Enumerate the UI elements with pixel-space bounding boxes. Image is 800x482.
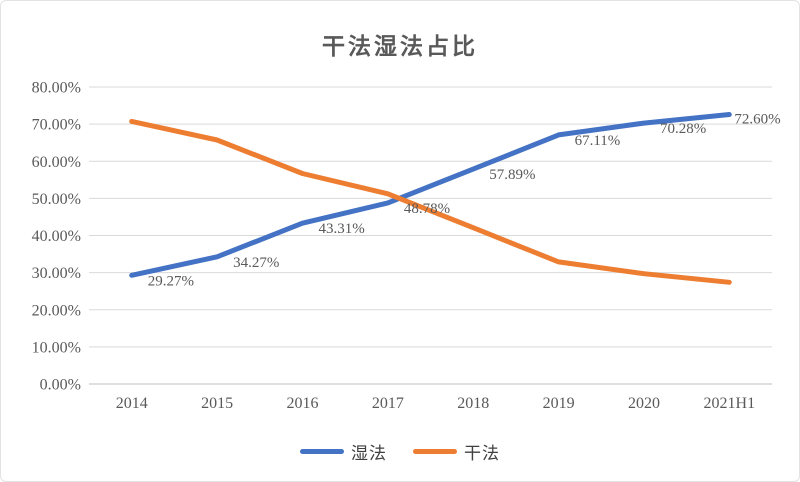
y-axis-tick-label: 10.00% — [32, 339, 81, 356]
y-axis-tick-label: 0.00% — [40, 377, 81, 394]
legend-swatch-wet-process-icon — [300, 449, 344, 454]
x-axis-tick-label: 2021H1 — [704, 395, 756, 412]
legend-label-dry-process: 干法 — [464, 444, 500, 463]
data-point-label: 29.27% — [148, 273, 194, 289]
legend-item-dry-process: 干法 — [413, 439, 500, 464]
x-axis-tick-label: 2016 — [286, 395, 318, 412]
chart-title: 干法湿法占比 — [322, 34, 478, 59]
x-axis-tick-label: 2020 — [628, 395, 660, 412]
y-axis-tick-label: 30.00% — [32, 265, 81, 282]
y-axis-tick-label: 80.00% — [32, 80, 81, 97]
x-axis-tick-label: 2018 — [457, 395, 489, 412]
legend-label-wet-process: 湿法 — [351, 444, 387, 463]
legend: 湿法 干法 — [1, 439, 799, 464]
x-axis-tick-label: 2017 — [372, 395, 404, 412]
data-point-label: 34.27% — [233, 255, 279, 271]
y-axis-tick-label: 50.00% — [32, 191, 81, 208]
data-point-label: 70.28% — [660, 121, 706, 137]
series-line-0 — [129, 112, 732, 278]
legend-swatch-dry-process-icon — [413, 449, 457, 454]
data-point-label: 43.31% — [318, 221, 364, 237]
data-point-label: 57.89% — [489, 167, 535, 183]
legend-item-wet-process: 湿法 — [300, 439, 387, 464]
data-point-label: 67.11% — [575, 133, 621, 149]
y-axis-tick-label: 60.00% — [32, 154, 81, 171]
x-axis-tick-label: 2015 — [201, 395, 233, 412]
series-line-1 — [129, 118, 732, 285]
y-axis-tick-label: 40.00% — [32, 228, 81, 245]
y-axis-tick-label: 70.00% — [32, 117, 81, 134]
x-axis-tick-label: 2014 — [116, 395, 148, 412]
x-axis-tick-label: 2019 — [543, 395, 575, 412]
data-point-label: 48.78% — [404, 201, 450, 217]
y-axis-tick-label: 20.00% — [32, 302, 81, 319]
data-point-label: 72.60% — [734, 111, 780, 127]
